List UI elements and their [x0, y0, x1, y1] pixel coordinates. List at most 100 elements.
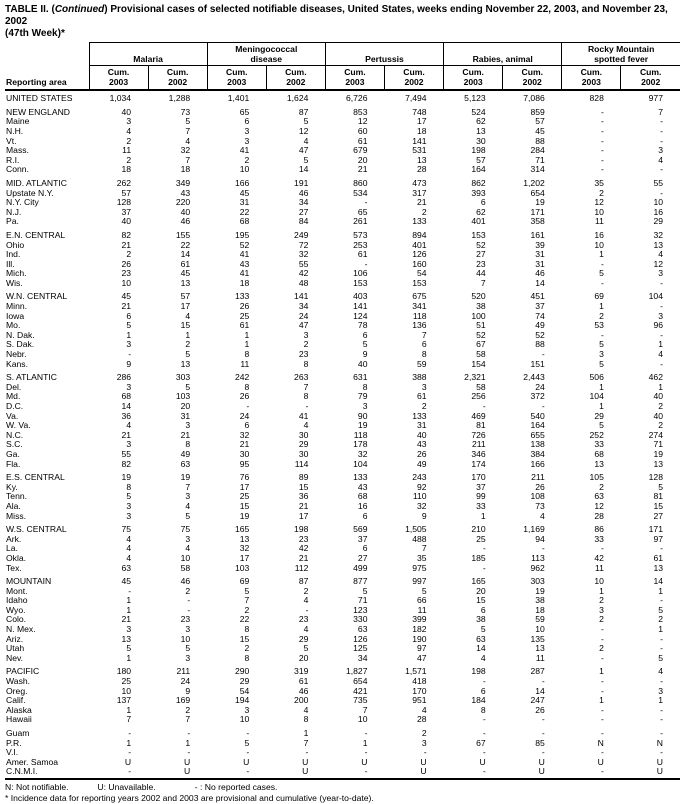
table-row: Ind. 2 14 41 32 61 126 27 31 1 4 — [5, 250, 680, 260]
cell-value: 12 — [594, 198, 604, 208]
cell-value: - — [364, 748, 368, 758]
cell-value: U — [124, 757, 132, 767]
cell-value: 190 — [412, 634, 427, 644]
row-label: Mont. — [6, 586, 28, 596]
cell-value: - — [601, 625, 604, 635]
table-row: Mont. - 2 5 2 5 5 20 19 1 1 — [5, 587, 680, 597]
row-label: N.Y. City — [6, 198, 39, 208]
cell-value: 61 — [298, 677, 309, 687]
cell-value: 10 — [594, 240, 604, 250]
cell-value: - — [128, 748, 132, 758]
cell-value: 5 — [303, 644, 309, 654]
cell-value: U — [148, 767, 208, 780]
table-row: C.N.M.I. - U - U - U - U - U — [5, 767, 680, 780]
cell-value: 14 — [121, 402, 132, 412]
cell-value: 51 — [476, 321, 486, 331]
cell-value: 42 — [594, 553, 604, 563]
cell-value: 31 — [535, 250, 545, 260]
cell-value: 388 — [412, 372, 427, 383]
cell-value: 35 — [594, 177, 604, 188]
row-label: Pa. — [6, 217, 19, 227]
row-label: Wis. — [6, 278, 23, 288]
cell-value: 52 — [239, 240, 250, 250]
cell-value: 112 — [294, 563, 309, 573]
cell-value: 3 — [599, 350, 604, 360]
row-label: Ark. — [6, 534, 22, 544]
cell-value: 55 — [298, 259, 309, 269]
cell-value: 37 — [121, 207, 132, 217]
cell-value: 18 — [417, 126, 427, 136]
cell-value: 675 — [412, 291, 427, 302]
cell-value: - — [541, 748, 545, 758]
table-row: Miss. 3 5 19 17 6 9 1 4 28 27 — [5, 512, 680, 522]
cell-value: 18 — [535, 605, 545, 615]
cell-value: 358 — [530, 217, 545, 227]
cell-value: - — [541, 350, 545, 360]
row-label: MOUNTAIN — [6, 576, 52, 587]
cell-value: 6,726 — [345, 93, 368, 104]
cell-value: 104 — [648, 291, 663, 302]
table-row: N.J. 37 40 22 27 65 2 62 171 10 16 — [5, 208, 680, 218]
legend-unavailable: U: Unavailable. — [97, 781, 156, 792]
cell-value: 1,169 — [523, 524, 545, 535]
cell-value: 54 — [239, 686, 250, 696]
cell-value: 14 — [535, 278, 545, 288]
cell-value: 401 — [412, 240, 427, 250]
cell-value: 4 — [185, 136, 191, 146]
cell-value: - — [601, 728, 604, 739]
cell-value: - — [601, 544, 604, 554]
cell-value: 47 — [298, 146, 309, 156]
cell-value: 26 — [417, 449, 427, 459]
cell-value: 1 — [303, 728, 309, 739]
row-label: NEW ENGLAND — [6, 106, 70, 117]
col-header-malaria-cum-2002: Cum. 2002 — [147, 65, 208, 92]
cell-value: 46 — [298, 188, 309, 198]
row-label: La. — [6, 544, 18, 554]
cell-value: - — [482, 728, 486, 739]
cell-value: 43 — [357, 482, 368, 492]
cell-value: 68 — [239, 217, 250, 227]
cell-value: 28 — [417, 165, 427, 175]
cell-value: 9 — [185, 686, 191, 696]
table-row: Ohio 21 22 52 72 253 401 52 39 10 13 — [5, 241, 680, 251]
cell-value: 6 — [244, 117, 250, 127]
row-label: D.C. — [6, 402, 24, 412]
cell-value: - — [601, 155, 604, 165]
cell-value: 13 — [535, 644, 545, 654]
cell-value: 153 — [471, 229, 486, 240]
cell-value: 100 — [471, 311, 486, 321]
cell-value: - — [305, 402, 309, 412]
cell-value: 399 — [412, 615, 427, 625]
cell-value: 37 — [476, 482, 486, 492]
row-label: S. ATLANTIC — [6, 372, 57, 383]
cell-value: U — [597, 757, 604, 767]
cell-value: 569 — [353, 524, 368, 535]
cell-value: - — [601, 748, 604, 758]
cell-value: 118 — [353, 430, 368, 440]
cell-value: 184 — [471, 696, 486, 706]
cell-value: 141 — [412, 136, 427, 146]
cell-value: 534 — [353, 188, 368, 198]
cell-value: 1 — [599, 250, 604, 260]
row-label: Ky. — [6, 482, 18, 492]
cell-value: 877 — [353, 576, 368, 587]
cell-value: 1 — [599, 696, 604, 706]
row-label: W.N. CENTRAL — [6, 291, 68, 302]
cell-value: 13 — [653, 563, 663, 573]
row-label: Wyo. — [6, 605, 26, 615]
cell-value: 8 — [303, 715, 309, 725]
cell-value: 1 — [599, 666, 604, 677]
cell-value: 5 — [126, 321, 132, 331]
cell-value: 5 — [599, 269, 604, 279]
cell-value: U — [538, 757, 545, 767]
cell-value: 40 — [121, 217, 132, 227]
cell-value: 82 — [121, 229, 132, 240]
cell-value: - — [187, 728, 191, 739]
cell-value: - — [246, 728, 250, 739]
col-header-pertussis-cum-2003: Cum. 2003 — [324, 65, 385, 92]
cell-value: 29 — [653, 217, 663, 227]
cell-value: 57 — [180, 291, 191, 302]
table-row: Tex. 63 58 103 112 499 975 - 962 11 13 — [5, 564, 680, 574]
cell-value: 1,202 — [523, 177, 545, 188]
cell-value: - — [660, 677, 663, 687]
